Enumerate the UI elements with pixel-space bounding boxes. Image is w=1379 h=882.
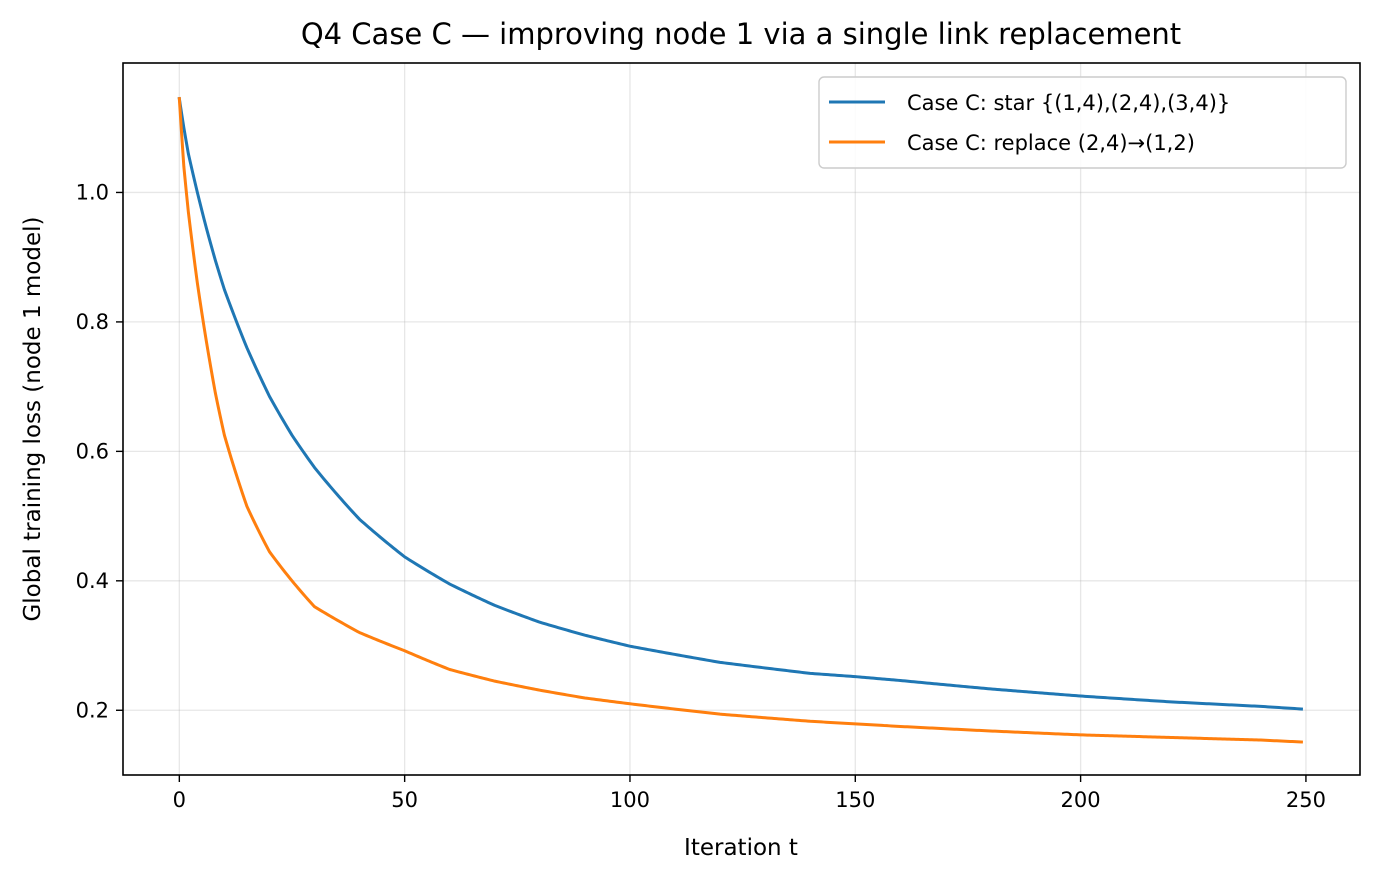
y-tick-label: 0.2 <box>76 698 109 722</box>
x-tick-label: 0 <box>173 788 186 812</box>
y-axis-ticks: 0.2 0.4 0.6 0.8 1.0 <box>76 180 123 722</box>
legend: Case C: star {(1,4),(2,4),(3,4)} Case C:… <box>818 76 1347 169</box>
chart-title: Q4 Case C — improving node 1 via a singl… <box>301 17 1181 51</box>
y-tick-label: 0.4 <box>76 569 109 593</box>
x-axis-label: Iteration t <box>684 835 798 861</box>
plot-area <box>123 63 1360 775</box>
series-line-2 <box>177 97 1303 744</box>
axes-frame <box>122 62 1361 776</box>
y-tick-label: 0.8 <box>76 310 109 334</box>
x-tick-label: 50 <box>391 788 418 812</box>
series-group <box>177 96 1304 744</box>
x-axis-ticks: 0 50 100 150 200 250 <box>173 775 1326 812</box>
legend-label-series-1: Case C: star {(1,4),(2,4),(3,4)} <box>907 91 1230 115</box>
x-tick-label: 250 <box>1286 788 1326 812</box>
legend-label-series-2: Case C: replace (2,4)→(1,2) <box>907 131 1195 155</box>
x-tick-label: 200 <box>1061 788 1101 812</box>
x-tick-label: 100 <box>610 788 650 812</box>
legend-box <box>818 76 1347 169</box>
y-tick-label: 1.0 <box>76 180 109 204</box>
series-line-1 <box>177 96 1304 711</box>
y-axis-label: Global training loss (node 1 model) <box>20 216 46 621</box>
y-tick-label: 0.6 <box>76 439 109 463</box>
grid <box>123 63 1360 775</box>
x-tick-label: 150 <box>835 788 875 812</box>
